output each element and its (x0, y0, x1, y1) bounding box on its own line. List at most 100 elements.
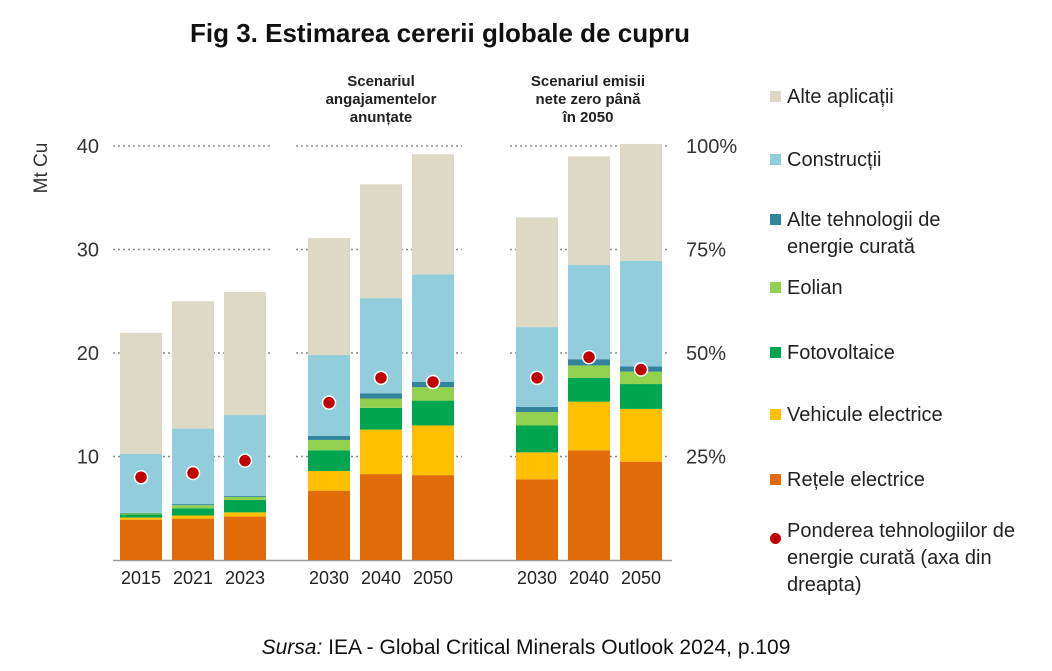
x-tick-label: 2050 (413, 568, 453, 588)
share-marker (581, 349, 597, 365)
share-marker (133, 469, 149, 485)
legend-item: Vehicule electrice (770, 402, 943, 429)
legend-swatch (770, 154, 781, 165)
bar-segment (224, 495, 266, 497)
x-tick-label: 2021 (173, 568, 213, 588)
bar-segment (620, 371, 662, 385)
legend-item: Eolian (770, 275, 843, 302)
bar-segment (516, 406, 558, 412)
legend-item: Construcții (770, 147, 881, 174)
bar-segment (360, 184, 402, 299)
bar-segment (516, 452, 558, 480)
y-tick-label: 40 (77, 136, 99, 158)
bar-segment (172, 505, 214, 509)
bar-segment (360, 398, 402, 408)
bar-segment (172, 504, 214, 506)
x-tick-label: 2030 (517, 568, 557, 588)
share-marker (633, 362, 649, 377)
bar-segment (172, 518, 214, 560)
bar-segment (568, 377, 610, 402)
bar-segment (224, 291, 266, 416)
bar-segment (568, 450, 610, 560)
legend-label: Vehicule electrice (787, 404, 943, 426)
legend-swatch (770, 474, 781, 485)
scenario-label: Scenariul angajamentelor anunțate (326, 73, 437, 126)
legend-item: Ponderea tehnologiilor de energie curată… (770, 518, 1027, 599)
bar-segment (360, 393, 402, 399)
y2-tick-label: 50% (686, 343, 726, 365)
legend-label: Alte aplicații (787, 86, 894, 108)
bar-segment (360, 429, 402, 475)
legend-swatch (770, 91, 781, 102)
bar-segment (620, 408, 662, 462)
share-marker (529, 370, 545, 386)
bar-segment (360, 474, 402, 560)
bar-segment (412, 475, 454, 560)
legend-marker (770, 533, 781, 544)
y2-tick-label: 75% (686, 240, 726, 262)
bar-segment (568, 365, 610, 378)
scenario-label: Scenariul emisii nete zero până în 2050 (531, 73, 645, 126)
source-text: IEA - Global Critical Minerals Outlook 2… (322, 636, 791, 659)
legend-label: Fotovoltaice (787, 342, 895, 364)
bar-segment (620, 260, 662, 367)
x-tick-label: 2050 (621, 568, 661, 588)
bar-segment (120, 512, 162, 514)
bar-segment (620, 384, 662, 409)
bar-segment (172, 515, 214, 519)
bar-segment (308, 470, 350, 491)
bar-segment (412, 400, 454, 426)
bar-segment (120, 517, 162, 520)
bar-segment (172, 301, 214, 429)
y-axis-label: Mt Cu (31, 143, 52, 194)
share-marker (185, 465, 201, 481)
bar-segment (568, 156, 610, 266)
bar-segment (516, 425, 558, 453)
legend-label: Alte tehnologii de energie curată (787, 209, 941, 258)
bar-segment (120, 514, 162, 518)
legend-item: Alte tehnologii de energie curată (770, 207, 977, 261)
legend-swatch (770, 347, 781, 358)
bar-segment (620, 461, 662, 560)
source-note: Sursa: IEA - Global Critical Minerals Ou… (0, 636, 1052, 660)
bar-segment (620, 143, 662, 261)
bar-segment (568, 265, 610, 360)
bar-segment (308, 490, 350, 560)
scenario-label-line: angajamentelor (326, 91, 437, 108)
bar-segment (120, 513, 162, 515)
scenario-label-line: în 2050 (562, 109, 614, 126)
bar-segment (120, 519, 162, 560)
y-tick-label: 30 (77, 240, 99, 262)
bar-segment (120, 332, 162, 454)
bar-segment (172, 508, 214, 516)
bar-segment (224, 516, 266, 560)
bar-segment (224, 499, 266, 513)
legend-label: Construcții (787, 149, 882, 171)
bar-segment (308, 439, 350, 451)
scenario-label-line: Scenariul emisii (531, 73, 645, 90)
bar-segment (308, 435, 350, 440)
bar-segment (412, 274, 454, 382)
share-marker (321, 395, 337, 410)
scenario-label-line: anunțate (350, 109, 413, 126)
legend-item: Rețele electrice (770, 467, 925, 494)
bar-segment (516, 411, 558, 426)
legend-label: Eolian (787, 277, 843, 299)
share-marker (373, 370, 389, 386)
legend-swatch (770, 282, 781, 293)
bar-segment (516, 327, 558, 407)
x-tick-label: 2040 (361, 568, 401, 588)
scenario-label-line: nete zero până (535, 91, 641, 108)
legend-item: Alte aplicații (770, 84, 894, 111)
share-marker (237, 453, 253, 468)
legend-item: Fotovoltaice (770, 340, 895, 367)
x-tick-label: 2040 (569, 568, 609, 588)
y2-tick-label: 100% (686, 136, 737, 158)
x-tick-label: 2015 (121, 568, 161, 588)
bar-segment (224, 496, 266, 500)
y-tick-label: 20 (77, 343, 99, 365)
bar-segment (360, 407, 402, 430)
legend-swatch (770, 214, 781, 225)
legend-swatch (770, 409, 781, 420)
